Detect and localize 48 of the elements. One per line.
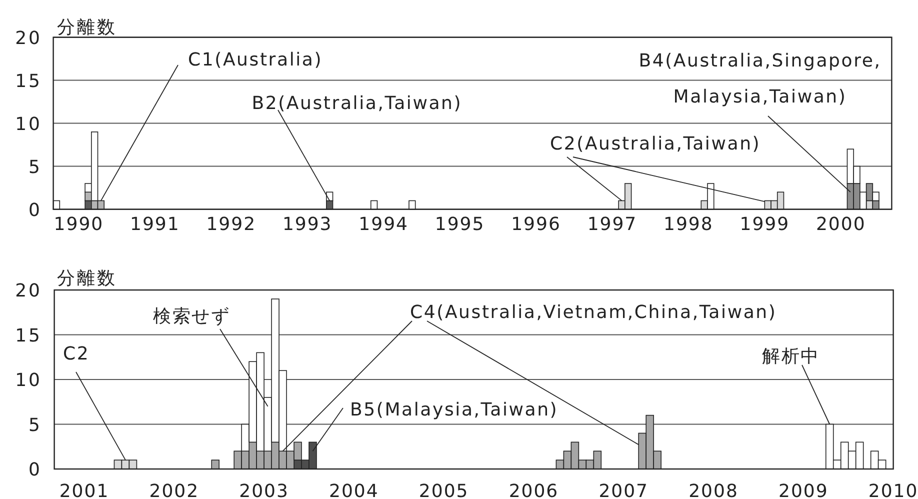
x-tick-label: 2000 — [816, 214, 866, 235]
x-tick-label: 2004 — [329, 481, 379, 499]
annotation: B4(Australia,Singapore, Malaysia,Taiwan) — [638, 50, 882, 108]
annotation: B2(Australia,Taiwan) — [252, 93, 462, 114]
x-tick-label: 1993 — [282, 214, 332, 235]
annotation: C2 — [63, 344, 126, 460]
x-tick-label: 2001 — [59, 481, 110, 499]
y-axis-title: 分離数 — [57, 17, 117, 38]
x-tick-label: 2002 — [149, 481, 200, 499]
x-tick-label: 2005 — [418, 481, 469, 499]
x-tick-label: 2009 — [778, 481, 828, 499]
annotation: C2(Australia,Taiwan) — [550, 134, 766, 202]
x-tick-label: 2006 — [508, 481, 559, 499]
annotation: C2 — [63, 344, 90, 364]
annotation: B5(Malaysia,Taiwan) — [350, 400, 558, 420]
annotation: 検索せず — [153, 306, 268, 407]
y-tick-label: 5 — [28, 156, 42, 178]
x-tick-label: 1990 — [54, 214, 104, 235]
x-tick-label: 1998 — [664, 214, 714, 235]
y-tick-label: 20 — [15, 28, 42, 49]
y-tick-label: 0 — [28, 460, 42, 480]
x-tick-label: 1991 — [130, 214, 180, 235]
x-tick-label: 2007 — [598, 481, 649, 499]
y-tick-label: 20 — [15, 280, 42, 302]
annotation: 解析中 — [762, 346, 820, 367]
y-tick-label: 0 — [28, 200, 42, 221]
y-tick-label: 10 — [15, 370, 42, 391]
annotation: B5(Malaysia,Taiwan) — [312, 400, 558, 452]
y-tick-label: 15 — [15, 70, 42, 92]
y-tick-label: 15 — [15, 325, 42, 346]
annotation: 検索せず — [153, 306, 230, 327]
annotation: C2(Australia,Taiwan) — [550, 134, 761, 154]
x-tick-label: 2010 — [868, 481, 918, 499]
x-tick-label: 2003 — [239, 481, 289, 499]
y-tick-label: 5 — [28, 414, 42, 436]
annotation: 解析中 — [762, 346, 830, 425]
x-tick-label: 1992 — [206, 214, 256, 235]
x-tick-label: 1994 — [358, 214, 408, 235]
annotation: B2(Australia,Taiwan) — [252, 93, 462, 202]
y-axis-title: 分離数 — [57, 268, 117, 289]
x-tick-label: 2008 — [688, 481, 738, 499]
x-tick-label: 1996 — [511, 214, 561, 235]
x-tick-label: 1999 — [740, 214, 790, 235]
x-tick-label: 1997 — [587, 214, 638, 235]
y-tick-label: 10 — [15, 114, 42, 135]
annotation: C4(Australia,Vietnam,China,Taiwan) — [410, 302, 777, 323]
annotation: C1(Australia) — [188, 50, 323, 70]
x-tick-label: 1995 — [434, 214, 485, 235]
